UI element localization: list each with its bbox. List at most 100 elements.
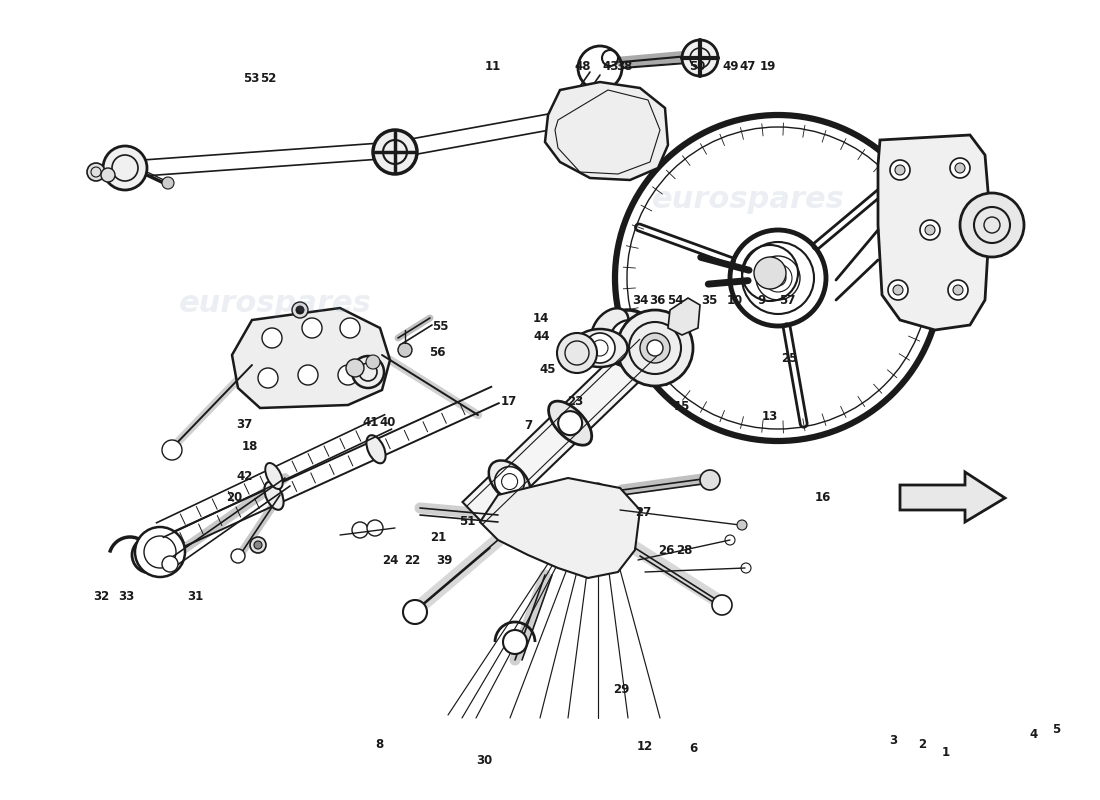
Text: 27: 27 xyxy=(636,506,651,518)
Circle shape xyxy=(254,541,262,549)
Circle shape xyxy=(600,310,656,366)
Circle shape xyxy=(624,334,636,346)
Circle shape xyxy=(302,318,322,338)
Circle shape xyxy=(503,630,527,654)
Circle shape xyxy=(101,168,116,182)
Polygon shape xyxy=(480,478,640,578)
Circle shape xyxy=(340,318,360,338)
Circle shape xyxy=(162,177,174,189)
Text: 16: 16 xyxy=(815,491,830,504)
Text: 32: 32 xyxy=(94,590,109,602)
Text: 53: 53 xyxy=(243,72,258,85)
Circle shape xyxy=(352,522,368,538)
Text: 51: 51 xyxy=(460,515,475,528)
Circle shape xyxy=(925,225,935,235)
Text: eurospares: eurospares xyxy=(651,186,845,214)
Ellipse shape xyxy=(264,482,284,510)
Text: 20: 20 xyxy=(227,491,242,504)
Circle shape xyxy=(960,193,1024,257)
Circle shape xyxy=(953,285,962,295)
Polygon shape xyxy=(232,308,390,408)
Circle shape xyxy=(948,280,968,300)
Text: 18: 18 xyxy=(242,440,257,453)
Circle shape xyxy=(920,220,940,240)
Circle shape xyxy=(895,165,905,175)
Circle shape xyxy=(296,306,304,314)
Ellipse shape xyxy=(549,401,592,445)
Text: 2: 2 xyxy=(917,738,926,750)
Text: 54: 54 xyxy=(667,294,683,306)
Text: 21: 21 xyxy=(430,531,446,544)
Polygon shape xyxy=(544,82,668,180)
Text: 31: 31 xyxy=(188,590,204,602)
Text: 22: 22 xyxy=(405,554,420,566)
Text: 19: 19 xyxy=(760,60,775,73)
Text: 55: 55 xyxy=(431,320,449,333)
Text: 1: 1 xyxy=(942,746,950,758)
Polygon shape xyxy=(878,135,990,330)
Text: 48: 48 xyxy=(574,60,592,73)
Circle shape xyxy=(950,158,970,178)
Text: eurospares: eurospares xyxy=(178,290,372,318)
Circle shape xyxy=(617,310,693,386)
Text: 3: 3 xyxy=(889,734,898,746)
Circle shape xyxy=(103,146,147,190)
Circle shape xyxy=(250,537,266,553)
Circle shape xyxy=(262,328,282,348)
Text: 25: 25 xyxy=(782,352,797,365)
Text: 11: 11 xyxy=(485,60,501,73)
Circle shape xyxy=(132,537,168,573)
Text: 41: 41 xyxy=(363,416,378,429)
Circle shape xyxy=(87,163,104,181)
Text: 30: 30 xyxy=(476,754,492,766)
Text: 50: 50 xyxy=(690,60,705,73)
Circle shape xyxy=(298,365,318,385)
Text: 26: 26 xyxy=(659,544,674,557)
Circle shape xyxy=(231,549,245,563)
Circle shape xyxy=(754,257,786,289)
Ellipse shape xyxy=(366,435,386,463)
Circle shape xyxy=(893,285,903,295)
Circle shape xyxy=(346,359,364,377)
Text: 38: 38 xyxy=(617,60,632,73)
Circle shape xyxy=(367,520,383,536)
Text: 4: 4 xyxy=(1030,728,1038,741)
Circle shape xyxy=(890,160,910,180)
Ellipse shape xyxy=(488,461,530,502)
Circle shape xyxy=(610,320,650,360)
Circle shape xyxy=(292,302,308,318)
Text: 10: 10 xyxy=(727,294,742,306)
Text: 13: 13 xyxy=(762,410,778,422)
Polygon shape xyxy=(900,472,1005,522)
Circle shape xyxy=(398,343,412,357)
Text: 36: 36 xyxy=(650,294,666,306)
Text: 8: 8 xyxy=(375,738,384,750)
Circle shape xyxy=(338,365,358,385)
Text: 57: 57 xyxy=(780,294,795,306)
Circle shape xyxy=(712,595,732,615)
Circle shape xyxy=(618,328,642,352)
Text: 47: 47 xyxy=(740,60,756,73)
Circle shape xyxy=(557,333,597,373)
Text: 12: 12 xyxy=(637,740,652,753)
Circle shape xyxy=(495,466,525,497)
Text: 56: 56 xyxy=(429,346,447,358)
Circle shape xyxy=(700,470,720,490)
Text: 5: 5 xyxy=(1052,723,1060,736)
Text: 9: 9 xyxy=(757,294,766,306)
Text: 15: 15 xyxy=(674,400,690,413)
Text: 17: 17 xyxy=(502,395,517,408)
Circle shape xyxy=(647,340,663,356)
Text: 34: 34 xyxy=(632,294,648,306)
Polygon shape xyxy=(462,335,660,528)
Text: 49: 49 xyxy=(723,60,739,73)
Circle shape xyxy=(737,520,747,530)
Text: 7: 7 xyxy=(524,419,532,432)
Ellipse shape xyxy=(592,308,628,348)
Ellipse shape xyxy=(572,329,627,367)
Text: 42: 42 xyxy=(236,470,252,482)
Circle shape xyxy=(585,333,615,363)
Text: 52: 52 xyxy=(261,72,276,85)
Circle shape xyxy=(403,600,427,624)
Circle shape xyxy=(558,411,582,435)
